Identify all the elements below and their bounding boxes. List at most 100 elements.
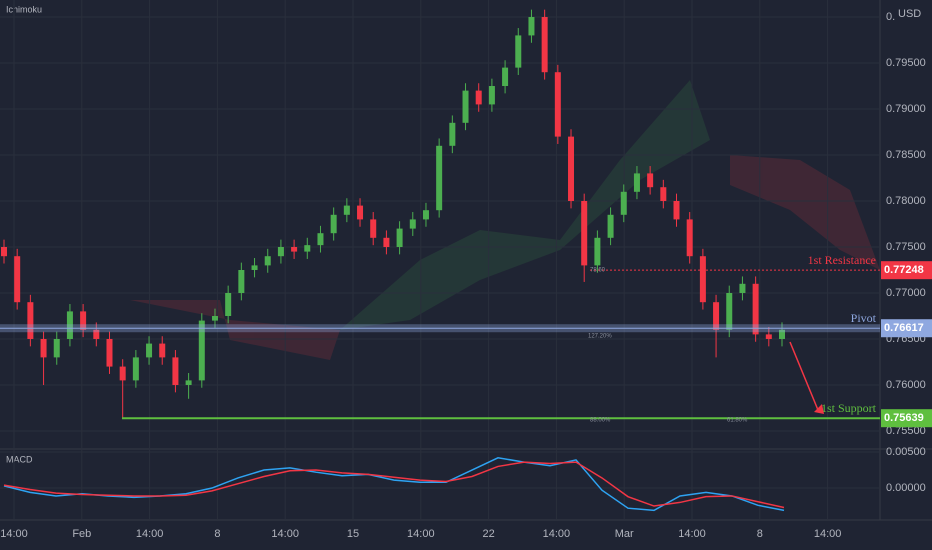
candle-body: [1, 246, 7, 257]
y-tick-label: 0.77000: [886, 287, 926, 299]
candle-body: [436, 145, 443, 211]
ichimoku-cloud: [130, 80, 880, 360]
x-tick-label: 8: [214, 528, 220, 540]
candle-body: [185, 380, 192, 385]
price-tag-label: 0.77248: [884, 264, 924, 276]
cloud-red: [730, 155, 880, 270]
x-tick-label: 22: [482, 528, 494, 540]
candle-body: [27, 302, 34, 339]
candle-body: [357, 205, 364, 220]
arrow: [789, 341, 819, 411]
x-tick-label: 15: [347, 528, 359, 540]
candle-body: [159, 343, 166, 358]
y-tick-label: 0.75500: [886, 425, 926, 437]
y-tick-label: 0.78000: [886, 195, 926, 207]
candle-body: [607, 214, 614, 238]
x-tick-label: 8: [757, 528, 763, 540]
currency-label: USD: [898, 8, 921, 20]
candle-body: [673, 201, 680, 220]
candle-body: [409, 219, 416, 229]
candle-body: [317, 233, 324, 246]
candle-body: [225, 292, 232, 316]
x-tick-label: Mar: [615, 528, 634, 540]
candle-body: [462, 90, 469, 123]
candle-body: [66, 311, 73, 339]
fib-label: 88.00%: [590, 418, 611, 424]
y-tick-label: 0.00000: [886, 482, 926, 494]
candle-body: [633, 173, 640, 192]
x-tick-label: 14:00: [678, 528, 706, 540]
price-tag: [881, 319, 932, 338]
y-tick-label: 0.00500: [886, 446, 926, 458]
y-tick-label: 0.77500: [886, 241, 926, 253]
candle-body: [370, 219, 377, 238]
macd-title: MACD: [6, 454, 33, 464]
price-tag-label: 0.76617: [884, 322, 924, 334]
candle-body: [752, 283, 759, 335]
candle-body: [699, 256, 706, 303]
level-name: 1st Resistance: [808, 253, 876, 267]
x-tick-label: 14:00: [814, 528, 842, 540]
candle-body: [211, 315, 218, 321]
arrow-head: [814, 404, 824, 414]
candle-body: [106, 338, 113, 367]
candle-body: [779, 329, 785, 339]
candle-body: [554, 72, 561, 137]
candle-body: [93, 329, 100, 339]
candle-body: [726, 292, 733, 330]
cloud-green: [340, 80, 710, 330]
candle-body: [594, 237, 601, 266]
candle-body: [475, 90, 482, 105]
y-tick-label: 0.79000: [886, 103, 926, 115]
level-name: 1st Support: [821, 401, 877, 415]
cloud-red: [130, 300, 340, 360]
candle-body: [449, 122, 456, 146]
candle-body: [198, 320, 205, 381]
macd-line: [3, 461, 785, 509]
candle-body: [568, 136, 575, 202]
candle-body: [765, 334, 772, 339]
candle-body: [53, 338, 60, 358]
candle-body: [620, 191, 627, 215]
candle-body: [291, 246, 298, 252]
candle-body: [647, 173, 654, 188]
candle-body: [383, 237, 390, 247]
candle-body: [277, 246, 284, 257]
candle-body: [488, 86, 495, 105]
candle-body: [396, 228, 403, 247]
candle-body: [80, 311, 87, 330]
candle-body: [422, 210, 429, 220]
fib-label: 78.60: [590, 268, 606, 274]
candle-body: [528, 17, 535, 36]
candle-body: [515, 35, 522, 68]
y-tick-label: 0.79500: [886, 57, 926, 69]
y-tick-label: 0.76000: [886, 379, 926, 391]
x-tick-label: 14:00: [407, 528, 435, 540]
candle-body: [581, 201, 588, 266]
candle-body: [132, 357, 139, 381]
indicator-label: Ichimoku: [6, 4, 42, 14]
candle-body: [251, 265, 258, 270]
candle-body: [14, 256, 21, 303]
fib-label: 127.20%: [588, 334, 612, 340]
x-tick-label: 14:00: [543, 528, 571, 540]
x-tick-label: 14:00: [271, 528, 299, 540]
candle-body: [264, 256, 271, 266]
level-name: Pivot: [851, 311, 877, 325]
y-tick-label: 0.78500: [886, 149, 926, 161]
candle-body: [343, 205, 350, 215]
candle-body: [713, 302, 720, 330]
macd-line: [3, 456, 785, 512]
candle-body: [172, 357, 179, 385]
price-tag-label: 0.75639: [884, 412, 924, 424]
candle-body: [541, 17, 548, 73]
candle-body: [304, 245, 311, 252]
candle-body: [146, 343, 153, 358]
x-tick-label: 14:00: [0, 528, 28, 540]
fib-label: 61.80%: [727, 418, 748, 424]
candle-body: [502, 67, 509, 87]
candle-body: [686, 219, 693, 257]
x-tick-label: 14:00: [136, 528, 164, 540]
